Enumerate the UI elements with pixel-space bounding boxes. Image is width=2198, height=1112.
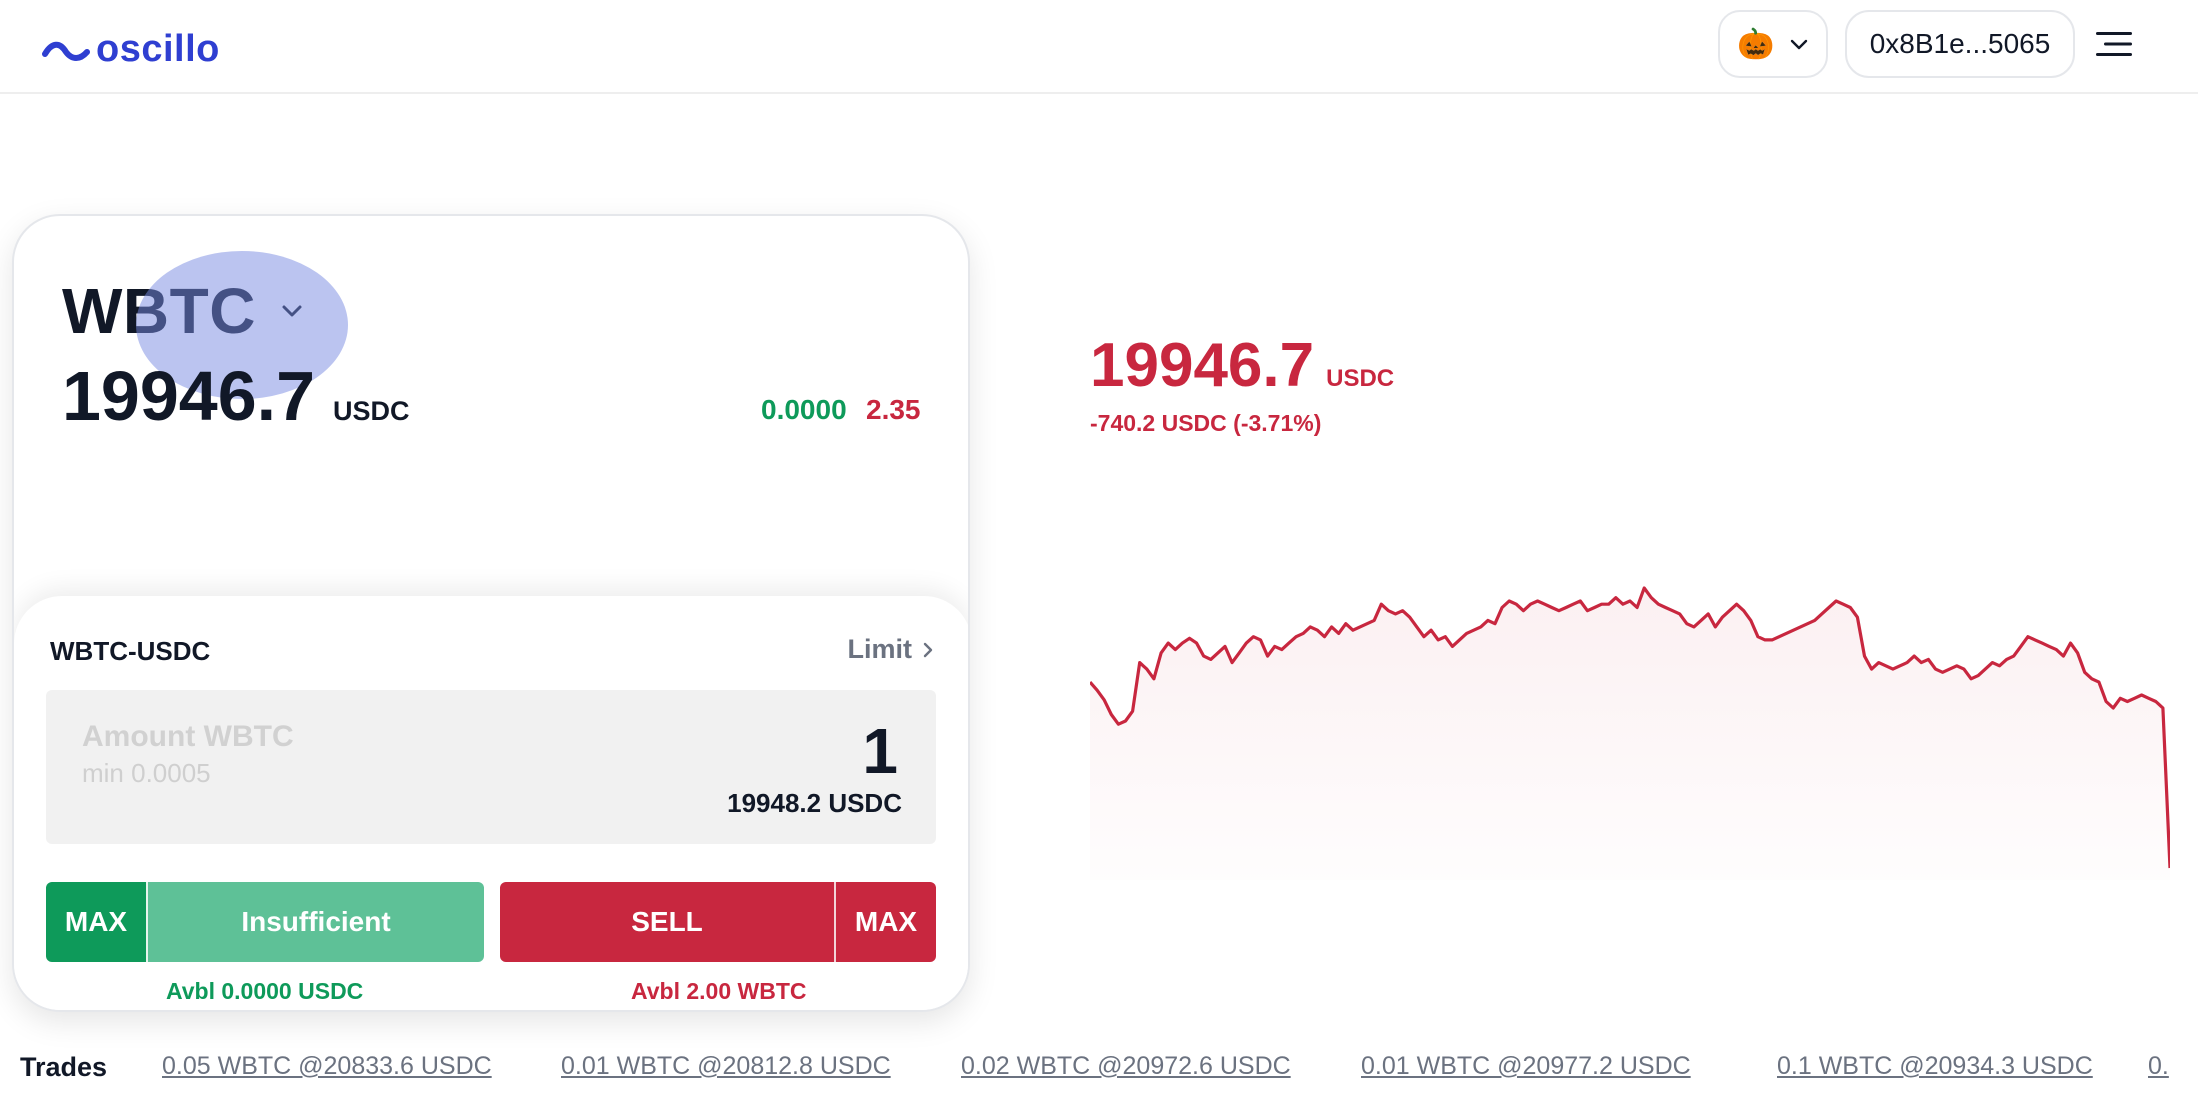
trade-item[interactable]: 0.01 WBTC @20977.2 USDC: [1361, 1052, 1691, 1080]
price-chart[interactable]: [1090, 580, 2170, 880]
hamburger-menu-icon[interactable]: [2094, 28, 2134, 60]
trade-item[interactable]: 0.: [2148, 1052, 2169, 1080]
sell-button-group: SELL MAX: [500, 882, 936, 962]
buy-button[interactable]: Insufficient: [148, 882, 484, 962]
buy-button-group: MAX Insufficient: [46, 882, 484, 962]
chevron-right-icon: [923, 642, 933, 657]
app-name: oscillo: [96, 28, 220, 70]
trade-card: WBTC 19946.7 USDC 0.0000 2.35 WBTC-USDC …: [12, 214, 970, 1012]
pair-label: WBTC-USDC: [50, 636, 211, 666]
trade-item[interactable]: 0.05 WBTC @20833.6 USDC: [162, 1052, 492, 1080]
top-header: oscillo 🎃 0x8B1e...5065: [0, 0, 2198, 94]
oscillo-wave-icon: [42, 41, 90, 61]
amount-min-hint: min 0.0005: [82, 758, 211, 788]
pumpkin-icon: 🎃: [1737, 27, 1775, 61]
amount-placeholder: Amount WBTC: [82, 720, 294, 753]
order-type-selector[interactable]: Limit: [848, 634, 935, 665]
summary-price: 19946.7 USDC: [1090, 330, 1394, 401]
asset-selector[interactable]: WBTC: [62, 274, 306, 348]
price-unit: USDC: [333, 396, 410, 426]
amount-input[interactable]: Amount WBTC min 0.0005 1 19948.2 USDC: [46, 690, 936, 844]
sell-button[interactable]: SELL: [500, 882, 834, 962]
price-area: [1090, 588, 2170, 880]
theme-selector[interactable]: 🎃: [1718, 10, 1828, 78]
available-usdc: Avbl 0.0000 USDC: [166, 978, 364, 1004]
available-wbtc: Avbl 2.00 WBTC: [631, 978, 807, 1004]
amount-quote-value: 19948.2 USDC: [727, 788, 902, 818]
amount-value: 1: [862, 715, 898, 787]
order-panel: WBTC-USDC Limit Amount WBTC min 0.0005 1…: [14, 596, 968, 1010]
buy-max-button[interactable]: MAX: [46, 882, 148, 962]
asset-price: 19946.7 USDC: [62, 356, 410, 436]
chevron-down-icon: [1790, 39, 1807, 50]
trades-ticker: Trades 0.05 WBTC @20833.6 USDC 0.01 WBTC…: [0, 1040, 2198, 1100]
price-change: -740.2 USDC (-3.71%): [1090, 410, 1322, 436]
summary-price-unit: USDC: [1326, 365, 1395, 392]
trade-item[interactable]: 0.01 WBTC @20812.8 USDC: [561, 1052, 891, 1080]
app-logo[interactable]: oscillo: [42, 28, 220, 71]
stat-red-value: 2.35: [866, 394, 921, 425]
asset-name: WBTC: [62, 275, 256, 347]
wallet-address-button[interactable]: 0x8B1e...5065: [1845, 10, 2075, 78]
order-type-label: Limit: [847, 634, 913, 664]
trade-item[interactable]: 0.02 WBTC @20972.6 USDC: [961, 1052, 1291, 1080]
stat-green-value: 0.0000: [761, 394, 847, 425]
summary-price-value: 19946.7: [1090, 331, 1315, 400]
sell-max-button[interactable]: MAX: [834, 882, 936, 962]
price-line: [1090, 586, 2170, 869]
trades-label: Trades: [20, 1052, 108, 1082]
chevron-down-icon: [282, 305, 302, 317]
trade-item[interactable]: 0.1 WBTC @20934.3 USDC: [1777, 1052, 2093, 1080]
price-value: 19946.7: [62, 357, 316, 435]
